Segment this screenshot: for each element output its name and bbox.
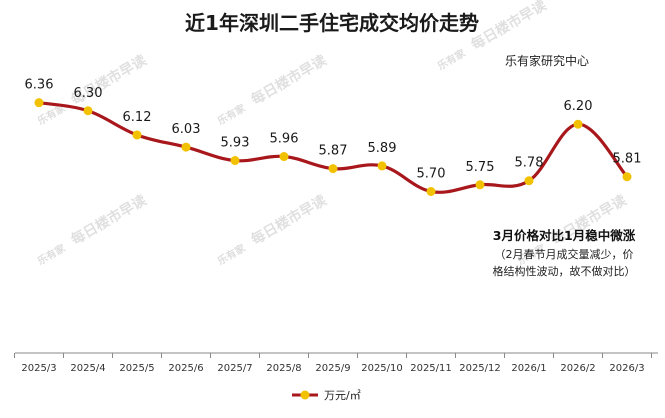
annotation-sub-line-1: （2月春节月成交量减少，价 bbox=[495, 247, 634, 261]
x-tick-label: 2025/7 bbox=[217, 363, 252, 374]
data-point bbox=[475, 180, 485, 190]
x-tick-label: 2025/5 bbox=[119, 363, 154, 374]
watermark-logo: 乐有家 bbox=[35, 241, 68, 268]
data-label: 5.87 bbox=[319, 144, 348, 159]
data-label: 5.81 bbox=[613, 152, 642, 167]
data-labels: 6.36 6.30 6.12 6.03 5.93 5.96 5.87 5.89 5.70 5.75… bbox=[25, 78, 642, 182]
data-point bbox=[328, 164, 338, 174]
data-label: 5.89 bbox=[368, 141, 397, 156]
data-point bbox=[34, 98, 44, 108]
annotation-main: 3月价格对比1月稳中微涨 bbox=[493, 228, 636, 243]
watermark-logo: 乐有家 bbox=[215, 241, 248, 268]
legend: 万元/㎡ bbox=[292, 389, 361, 402]
data-label: 5.78 bbox=[515, 156, 544, 171]
data-label: 5.93 bbox=[221, 136, 250, 151]
data-label: 6.12 bbox=[123, 110, 152, 125]
series-markers bbox=[34, 98, 632, 196]
x-tick-label: 2025/12 bbox=[459, 363, 501, 374]
watermark-logo: 乐有家 bbox=[215, 101, 248, 128]
plot-area: 6.36 6.30 6.12 6.03 5.93 5.96 5.87 5.89 5.70 5.75… bbox=[25, 78, 642, 196]
annotation-sub-line-2: 格结构性波动，故不做对比） bbox=[493, 264, 636, 278]
data-label: 6.03 bbox=[172, 122, 201, 137]
x-tick-label: 2025/4 bbox=[70, 363, 105, 374]
watermark-text: 每日楼市早读 bbox=[68, 192, 149, 249]
x-tick-label: 2026/2 bbox=[560, 363, 595, 374]
data-label: 5.70 bbox=[417, 167, 446, 182]
chart-source: 乐有家研究中心 bbox=[505, 53, 589, 68]
x-tick-label: 2025/9 bbox=[315, 363, 350, 374]
x-axis-ticks: 2025/3 2025/4 2025/5 2025/6 2025/7 2025/8 2025… bbox=[14, 353, 652, 374]
x-tick-label: 2025/8 bbox=[266, 363, 301, 374]
data-point bbox=[83, 106, 93, 116]
data-point bbox=[377, 161, 387, 171]
annotation: 3月价格对比1月稳中微涨 （2月春节月成交量减少，价 格结构性波动，故不做对比） bbox=[493, 228, 636, 278]
x-tick-label: 2025/3 bbox=[21, 363, 56, 374]
x-tick-label: 2025/10 bbox=[361, 363, 403, 374]
x-tick-label: 2026/3 bbox=[609, 363, 644, 374]
data-point bbox=[230, 156, 240, 166]
data-point bbox=[279, 152, 289, 162]
data-point bbox=[132, 130, 142, 140]
data-label: 6.20 bbox=[564, 99, 593, 114]
x-tick-label: 2025/11 bbox=[410, 363, 452, 374]
legend-marker-swatch bbox=[300, 390, 310, 400]
watermark-text: 每日楼市早读 bbox=[248, 52, 329, 109]
data-point bbox=[426, 187, 436, 196]
data-label: 5.75 bbox=[466, 160, 495, 175]
watermark-logo: 乐有家 bbox=[435, 46, 468, 73]
watermark-text: 每日楼市早读 bbox=[468, 0, 549, 53]
data-point bbox=[622, 172, 632, 182]
data-label: 5.96 bbox=[270, 132, 299, 147]
data-label: 6.36 bbox=[25, 78, 54, 93]
data-point bbox=[524, 176, 534, 186]
chart-title: 近1年深圳二手住宅成交均价走势 bbox=[185, 11, 479, 35]
watermark-text: 每日楼市早读 bbox=[248, 192, 329, 249]
legend-label: 万元/㎡ bbox=[324, 389, 361, 402]
data-point bbox=[573, 119, 583, 129]
data-point bbox=[181, 142, 191, 152]
data-label: 6.30 bbox=[74, 86, 103, 101]
x-tick-label: 2025/6 bbox=[168, 363, 203, 374]
x-tick-label: 2026/1 bbox=[511, 363, 546, 374]
